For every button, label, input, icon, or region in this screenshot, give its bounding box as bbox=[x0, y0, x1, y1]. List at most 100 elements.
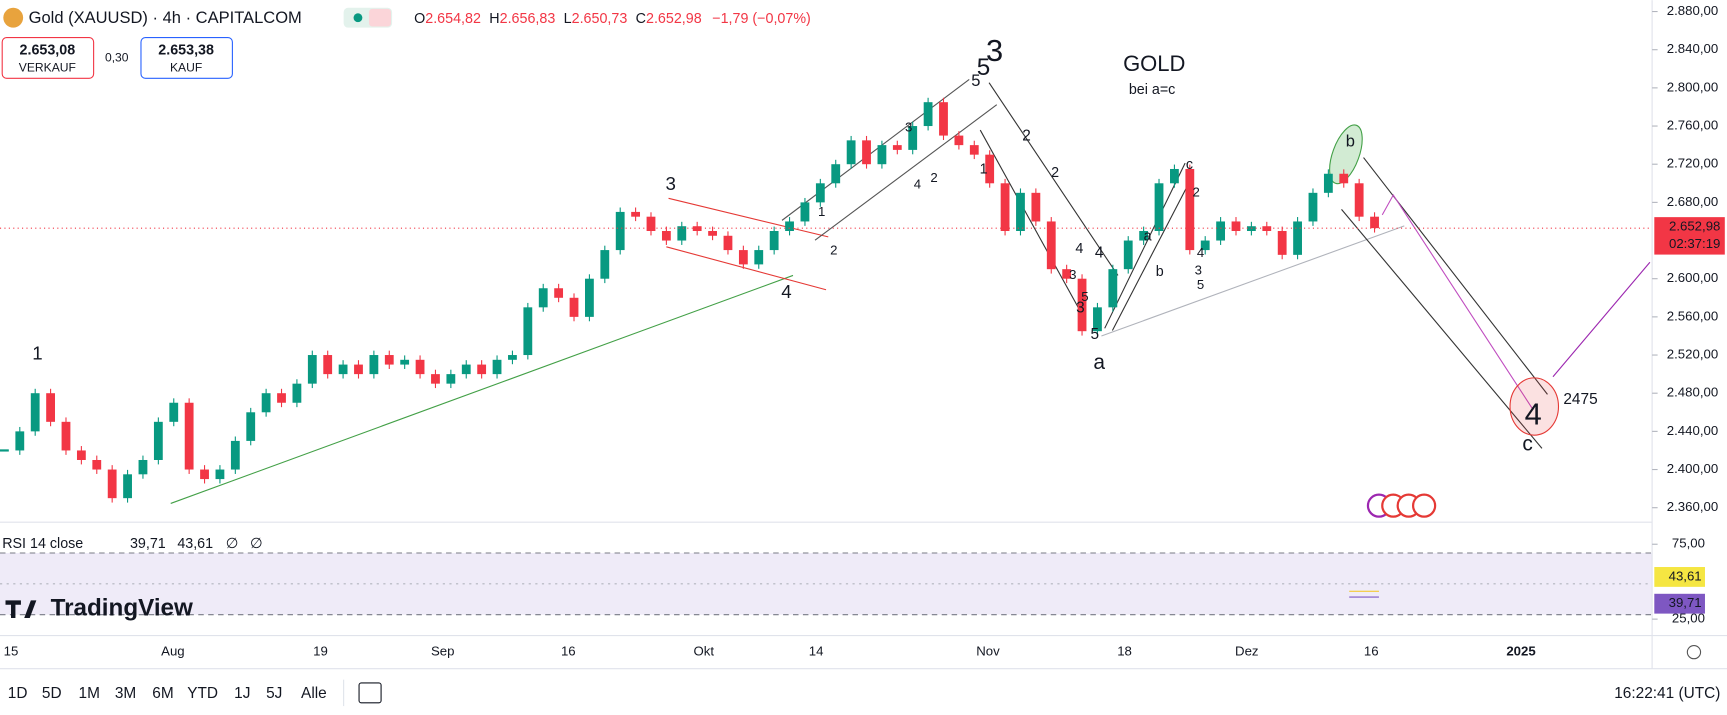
candle bbox=[615, 211, 625, 251]
candle bbox=[277, 393, 286, 403]
candle bbox=[246, 412, 256, 441]
channel-line bbox=[814, 104, 998, 241]
candle bbox=[292, 383, 302, 403]
candle bbox=[1200, 240, 1210, 251]
wave-label: 2 bbox=[830, 243, 837, 258]
price-tick-label: 2.720,00 bbox=[1667, 156, 1718, 171]
wave-label: c bbox=[1186, 157, 1193, 173]
wave-label: 4 bbox=[781, 281, 791, 302]
candle bbox=[338, 364, 348, 375]
candle bbox=[923, 102, 933, 127]
candle bbox=[369, 355, 379, 375]
candle bbox=[307, 355, 317, 384]
price-tick-label: 2.680,00 bbox=[1667, 194, 1718, 209]
wave-label: 5 bbox=[971, 71, 980, 90]
ohlc-value: 2.656,83 bbox=[500, 11, 556, 27]
wave-label: 5 bbox=[1091, 326, 1100, 343]
time-label: 19 bbox=[313, 644, 328, 659]
candle bbox=[384, 355, 394, 365]
symbol: Gold (XAUUSD) · 4h · CAPITALCOM bbox=[29, 8, 302, 27]
wave-label: c bbox=[1522, 433, 1532, 456]
wave-label: 2 bbox=[930, 170, 937, 185]
sell-button[interactable]: 2.653,08 VERKAUF bbox=[1, 36, 95, 79]
buy-button[interactable]: 2.653,38 KAUF bbox=[140, 36, 233, 79]
range-button[interactable]: YTD bbox=[187, 685, 218, 702]
ohlc-value: 2.652,98 bbox=[646, 11, 702, 27]
wave-label: 4 bbox=[1525, 397, 1542, 432]
candle bbox=[738, 250, 748, 265]
ohlc-key: C bbox=[636, 11, 646, 27]
wave-label: 2 bbox=[1051, 165, 1059, 181]
rsi-value-tag bbox=[1654, 593, 1705, 614]
last-price-label: 2.652,98 bbox=[1669, 219, 1720, 234]
range-button[interactable]: 5D bbox=[42, 685, 62, 702]
ohlc-key: O bbox=[414, 11, 425, 27]
price-tick-label: 2.600,00 bbox=[1667, 270, 1718, 285]
impulse-line bbox=[988, 82, 1119, 276]
candle bbox=[846, 140, 856, 165]
candle bbox=[138, 459, 148, 475]
candle bbox=[169, 402, 179, 422]
candle bbox=[492, 359, 502, 375]
ohlc-key: L bbox=[564, 11, 572, 27]
range-button[interactable]: 3M bbox=[115, 685, 136, 702]
countdown: 02:37:19 bbox=[1669, 236, 1720, 251]
candle bbox=[985, 154, 995, 184]
candle bbox=[1062, 269, 1072, 279]
candle bbox=[815, 183, 825, 203]
candle bbox=[785, 221, 794, 231]
candle bbox=[354, 364, 363, 375]
wave-label: 3 bbox=[1076, 300, 1085, 317]
range-button[interactable]: Alle bbox=[301, 685, 327, 702]
candle bbox=[1046, 221, 1056, 270]
candle bbox=[831, 164, 841, 184]
range-button[interactable]: 1M bbox=[79, 685, 100, 702]
candle bbox=[153, 421, 163, 460]
rsi-title: RSI 14 close bbox=[2, 536, 83, 552]
candle bbox=[554, 288, 564, 298]
logo: TradingView bbox=[51, 595, 193, 622]
range-button[interactable]: 5J bbox=[266, 685, 282, 702]
wave-label: 3 bbox=[666, 173, 676, 194]
candle bbox=[461, 364, 471, 375]
candle bbox=[1277, 230, 1287, 255]
candle bbox=[939, 102, 948, 136]
time-label: Nov bbox=[976, 644, 1000, 659]
range-button[interactable]: 1D bbox=[8, 685, 28, 702]
rsi-na: ∅ bbox=[226, 536, 238, 552]
candle bbox=[1231, 221, 1241, 231]
candle bbox=[908, 126, 918, 150]
time-label: 16 bbox=[561, 644, 576, 659]
candle bbox=[585, 278, 594, 317]
candle bbox=[600, 250, 610, 279]
price-tick-label: 2.480,00 bbox=[1667, 385, 1718, 400]
sell-price: 2.653,08 bbox=[20, 43, 76, 59]
channel-line bbox=[781, 78, 970, 221]
candle bbox=[1108, 269, 1118, 308]
candle bbox=[723, 235, 733, 251]
logo-mark bbox=[5, 600, 37, 618]
candle bbox=[92, 459, 102, 470]
wave-label: 4 bbox=[1075, 241, 1083, 257]
candle bbox=[508, 355, 517, 360]
rsi-value-tag-label: 39,71 bbox=[1669, 595, 1702, 610]
date-range-icon[interactable] bbox=[358, 682, 382, 704]
range-button[interactable]: 6M bbox=[152, 685, 173, 702]
wave-label: 1 bbox=[818, 204, 825, 219]
ohlc: O2.654,82 H2.656,83 L2.650,73 C2.652,98 … bbox=[414, 11, 811, 27]
candle bbox=[1308, 192, 1318, 222]
market-open-dot bbox=[353, 13, 363, 23]
wedge-line bbox=[668, 197, 829, 238]
range-button[interactable]: 1J bbox=[234, 685, 250, 702]
settings-icon[interactable] bbox=[1686, 644, 1702, 660]
price-tick-label: 2.760,00 bbox=[1667, 118, 1718, 133]
candle bbox=[323, 355, 333, 375]
wave-label: 2 bbox=[1022, 128, 1031, 145]
candle bbox=[877, 145, 887, 165]
rsi-ma-tag bbox=[1654, 567, 1705, 587]
candle bbox=[569, 297, 579, 317]
wave-label: b bbox=[1156, 264, 1164, 280]
rsi-ma-tag-label: 43,61 bbox=[1669, 568, 1702, 583]
candle bbox=[1093, 307, 1102, 332]
wave-label: bei a=c bbox=[1129, 82, 1176, 98]
